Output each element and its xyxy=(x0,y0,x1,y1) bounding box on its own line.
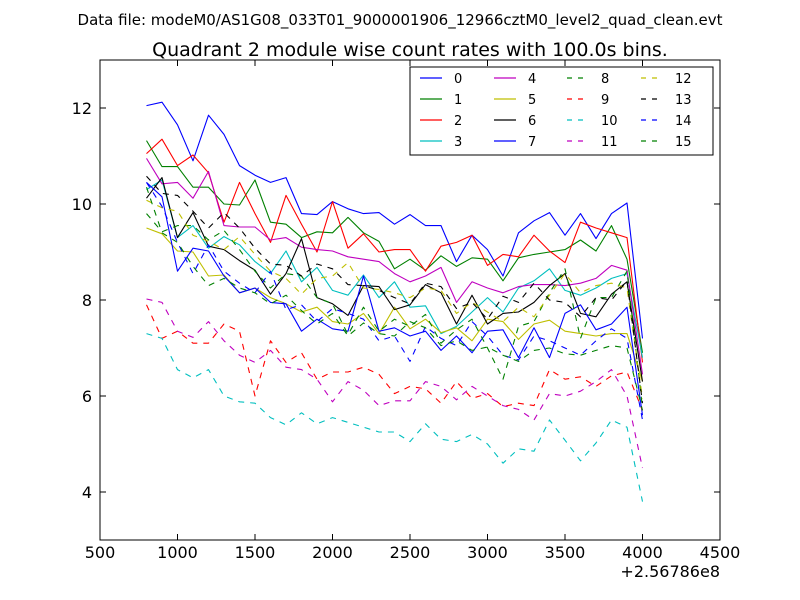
series-line-14 xyxy=(146,182,644,421)
legend-box xyxy=(409,66,714,156)
x-tick-label: 500 xyxy=(85,543,116,562)
legend-label-13: 13 xyxy=(675,93,692,108)
series-line-13 xyxy=(146,175,644,404)
x-tick-label: 3000 xyxy=(467,543,508,562)
series-line-7 xyxy=(146,181,644,416)
legend-label-0: 0 xyxy=(454,72,462,87)
legend-label-7: 7 xyxy=(528,135,536,150)
series-line-2 xyxy=(146,138,644,363)
series-line-10 xyxy=(146,333,644,502)
y-tick-label: 8 xyxy=(82,291,92,310)
legend-label-11: 11 xyxy=(601,135,618,150)
plot-frame xyxy=(99,59,721,541)
legend-label-2: 2 xyxy=(454,114,462,129)
legend-label-15: 15 xyxy=(675,135,692,150)
series-line-0 xyxy=(146,101,644,339)
series-line-9 xyxy=(146,304,644,411)
x-tick-label: 1500 xyxy=(235,543,276,562)
series-line-4 xyxy=(146,158,644,375)
series-line-11 xyxy=(146,298,644,469)
chart-title: Quadrant 2 module wise count rates with … xyxy=(152,39,668,61)
y-tick-label: 4 xyxy=(82,483,92,502)
series-line-1 xyxy=(146,140,644,353)
x-tick-label: 4000 xyxy=(622,543,663,562)
x-offset-label: +2.56786e8 xyxy=(620,562,720,581)
legend-label-9: 9 xyxy=(601,93,609,108)
legend-label-6: 6 xyxy=(528,114,536,129)
y-tick-label: 10 xyxy=(72,195,92,214)
chart-suptitle: Data file: modeM0/AS1G08_033T01_90000019… xyxy=(78,11,723,30)
series-line-12 xyxy=(146,199,644,399)
x-tick-label: 3500 xyxy=(545,543,586,562)
ticks-layer: 500 1000 1500 2000 2500 3000 3500 4000 450046810… xyxy=(72,60,741,562)
legend-label-8: 8 xyxy=(601,72,609,87)
y-tick-label: 12 xyxy=(72,99,92,118)
legend-label-12: 12 xyxy=(675,72,692,87)
y-tick-label: 6 xyxy=(82,387,92,406)
series-line-3 xyxy=(146,179,644,358)
legend-label-3: 3 xyxy=(454,135,462,150)
x-tick-label: 2000 xyxy=(312,543,353,562)
series-line-8 xyxy=(146,213,644,409)
x-tick-label: 1000 xyxy=(157,543,198,562)
legend-label-1: 1 xyxy=(454,93,462,108)
series-line-15 xyxy=(145,187,644,411)
legend-label-5: 5 xyxy=(528,93,536,108)
x-tick-label: 2500 xyxy=(390,543,431,562)
legend-label-14: 14 xyxy=(675,114,692,129)
series-layer xyxy=(145,101,644,502)
legend-label-10: 10 xyxy=(601,114,618,129)
x-tick-label: 4500 xyxy=(700,543,741,562)
legend-label-4: 4 xyxy=(528,72,536,87)
